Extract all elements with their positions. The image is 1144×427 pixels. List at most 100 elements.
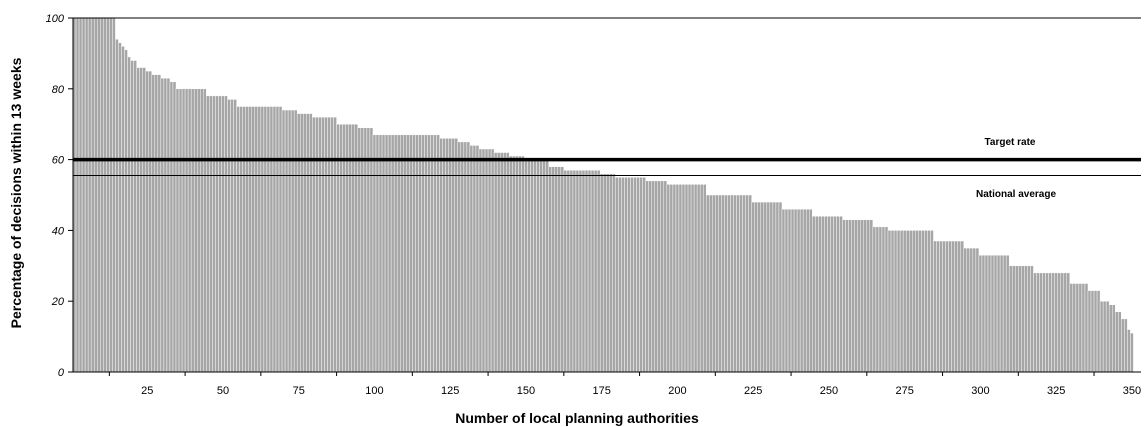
bar [300, 113, 304, 373]
bar [896, 230, 901, 373]
bar [696, 184, 701, 373]
bar [315, 116, 319, 373]
bar [248, 106, 252, 373]
bar [172, 81, 177, 373]
bar [1084, 283, 1089, 373]
bar [533, 159, 537, 373]
bar [324, 116, 328, 373]
bar [890, 230, 895, 373]
bar [206, 95, 210, 373]
bar [763, 201, 768, 373]
bar [1130, 332, 1134, 373]
bar [1021, 265, 1025, 373]
bar [566, 169, 571, 373]
bar [578, 169, 583, 373]
bar [490, 148, 495, 373]
bar [572, 169, 577, 373]
bar [1039, 272, 1043, 373]
bar [702, 184, 707, 373]
bar [939, 240, 943, 373]
bar [675, 184, 680, 373]
bar [381, 134, 386, 373]
x-tick-label: 25 [141, 385, 153, 397]
x-tick-label: 350 [1123, 385, 1141, 397]
bar [539, 159, 543, 373]
bar [672, 184, 677, 373]
bar [1090, 290, 1095, 373]
bar [469, 145, 474, 373]
bar [809, 208, 813, 373]
bar [666, 184, 671, 373]
bar [245, 106, 249, 373]
bar [1005, 254, 1010, 373]
bar [97, 17, 101, 373]
bar [339, 123, 343, 373]
bar [799, 208, 804, 373]
bar [187, 88, 192, 373]
bar [596, 169, 601, 373]
bar [587, 169, 592, 373]
y-tick-label: 20 [51, 296, 65, 308]
bar [175, 88, 180, 373]
bar [709, 194, 713, 373]
bar [230, 99, 234, 373]
bar [712, 194, 716, 373]
bar [87, 17, 92, 373]
bar [387, 134, 392, 373]
bar [739, 194, 743, 373]
bar [999, 254, 1004, 373]
bar [527, 159, 531, 373]
bar [93, 17, 98, 373]
bar [493, 152, 498, 373]
bar [557, 166, 562, 373]
bar [1054, 272, 1058, 373]
bar [1051, 272, 1055, 373]
bar [154, 74, 159, 373]
bar [851, 219, 855, 373]
bar [593, 169, 598, 373]
bar [433, 134, 437, 373]
bar [472, 145, 477, 373]
bar [360, 127, 365, 373]
bar [290, 109, 295, 373]
axes-group [72, 17, 1141, 373]
bar [303, 113, 307, 373]
bar [393, 134, 398, 373]
bar [548, 166, 552, 373]
bar [878, 226, 883, 373]
bar [306, 113, 310, 373]
bar [639, 177, 643, 373]
bar [963, 247, 968, 373]
bar [266, 106, 271, 373]
bar [642, 177, 646, 373]
bar [987, 254, 992, 373]
y-tick-label: 100 [46, 13, 65, 25]
x-tick-label: 100 [365, 385, 383, 397]
bar [160, 77, 165, 373]
bar [169, 81, 174, 373]
bar [951, 240, 955, 373]
bar [1066, 272, 1071, 373]
bar [481, 148, 486, 373]
bar [1024, 265, 1028, 373]
bar [357, 127, 362, 373]
bar [748, 194, 752, 373]
bar [1111, 304, 1116, 373]
bar [330, 116, 334, 373]
bar [275, 106, 280, 373]
bar [215, 95, 219, 373]
bar [284, 109, 289, 373]
bar [581, 169, 586, 373]
bar [1063, 272, 1067, 373]
bar [499, 152, 504, 373]
bar [130, 60, 134, 373]
bar [584, 169, 589, 373]
bar [669, 184, 674, 373]
bar [1108, 304, 1113, 373]
bar [690, 184, 695, 373]
bar [648, 180, 652, 373]
bar [293, 109, 298, 373]
bar [106, 17, 110, 373]
bar [1102, 300, 1107, 373]
bar [1060, 272, 1064, 373]
